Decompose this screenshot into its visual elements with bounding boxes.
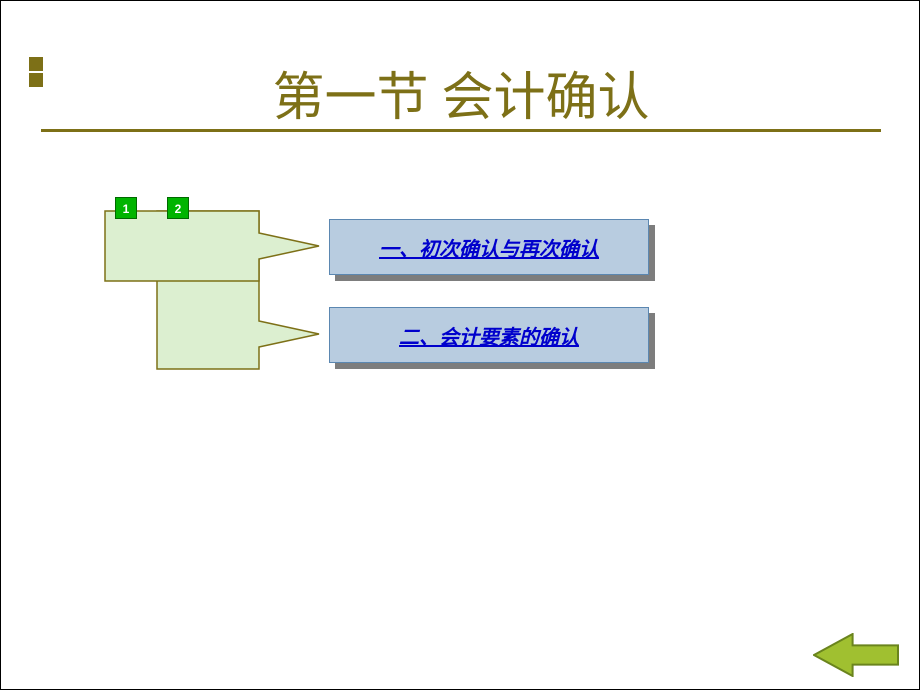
arrow-1: [105, 211, 319, 281]
slide: 第一节 会计确认 12 一、初次确认与再次确认二、会计要素的确认: [0, 0, 920, 690]
link-box-face: 一、初次确认与再次确认: [329, 219, 649, 275]
marker-label: 1: [123, 202, 130, 216]
marker-2: 2: [167, 197, 189, 219]
link-box-face: 二、会计要素的确认: [329, 307, 649, 363]
marker-1: 1: [115, 197, 137, 219]
marker-label: 2: [175, 202, 182, 216]
link-box-2[interactable]: 二、会计要素的确认: [329, 307, 649, 363]
link-box-1[interactable]: 一、初次确认与再次确认: [329, 219, 649, 275]
link-text-1[interactable]: 一、初次确认与再次确认: [379, 233, 599, 262]
back-arrow-icon[interactable]: [813, 633, 899, 677]
link-text-2[interactable]: 二、会计要素的确认: [399, 321, 579, 350]
